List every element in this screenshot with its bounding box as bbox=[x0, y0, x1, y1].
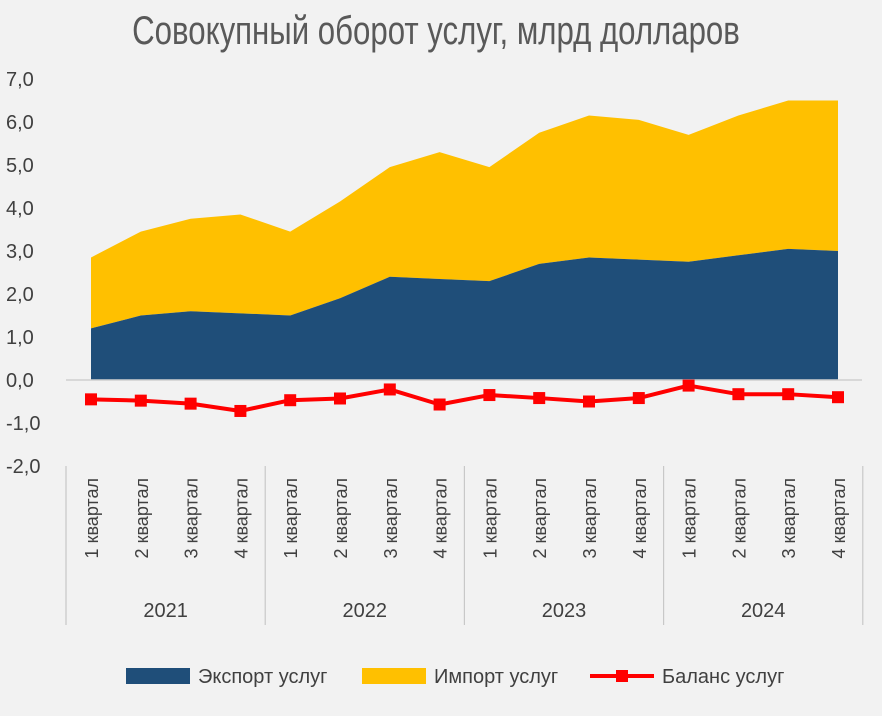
year-label: 2021 bbox=[143, 600, 188, 622]
x-tick-label: 1 квартал bbox=[680, 478, 700, 558]
legend-label-export: Экспорт услуг bbox=[198, 666, 327, 688]
x-tick-label: 4 квартал bbox=[829, 478, 849, 558]
x-tick-label: 4 квартал bbox=[431, 478, 451, 558]
plot-area bbox=[91, 100, 838, 380]
y-tick-label: 2,0 bbox=[6, 284, 34, 306]
x-tick-label: 2 квартал bbox=[132, 478, 152, 558]
chart-title: Совокупный оборот услуг, млрд долларов bbox=[132, 8, 740, 53]
y-tick-label: 0,0 bbox=[6, 370, 34, 392]
y-tick-label: -2,0 bbox=[6, 456, 40, 478]
balance-point bbox=[184, 397, 197, 410]
y-tick-label: 4,0 bbox=[6, 198, 34, 220]
x-axis: 1 квартал 2 квартал 3 квартал 4 квартал 1 кв… bbox=[65, 466, 864, 625]
y-tick-label: 6,0 bbox=[6, 112, 34, 134]
year-label: 2024 bbox=[741, 600, 786, 622]
y-tick-label: -1,0 bbox=[6, 413, 40, 435]
legend-swatch-import bbox=[362, 668, 426, 684]
year-label: 2023 bbox=[542, 600, 587, 622]
balance-point bbox=[732, 388, 745, 401]
legend-marker-balance bbox=[616, 670, 628, 682]
y-tick-label: 1,0 bbox=[6, 327, 34, 349]
x-tick-label: 3 квартал bbox=[580, 478, 600, 558]
x-tick-label: 1 квартал bbox=[281, 478, 301, 558]
balance-point bbox=[134, 394, 147, 407]
balance-point bbox=[383, 383, 396, 396]
import-area bbox=[91, 100, 838, 329]
x-tick-label: 4 квартал bbox=[630, 478, 650, 558]
balance-point bbox=[433, 398, 446, 411]
balance-point bbox=[832, 391, 844, 404]
legend-swatch-export bbox=[126, 668, 190, 684]
balance-point bbox=[483, 389, 496, 402]
balance-line bbox=[85, 379, 844, 417]
x-tick-label: 1 квартал bbox=[82, 478, 102, 558]
balance-point bbox=[682, 379, 695, 392]
y-axis: 7,0 6,0 5,0 4,0 3,0 2,0 1,0 0,0 -1,0 -2,0 bbox=[6, 69, 40, 478]
x-tick-label: 2 квартал bbox=[530, 478, 550, 558]
y-tick-label: 3,0 bbox=[6, 241, 34, 263]
balance-series-line bbox=[90, 383, 839, 413]
x-tick-label: 3 квартал bbox=[381, 478, 401, 558]
balance-point bbox=[583, 395, 595, 408]
year-label: 2022 bbox=[343, 600, 388, 622]
x-tick-label: 3 квартал bbox=[779, 478, 799, 558]
x-tick-label: 2 квартал bbox=[331, 478, 351, 558]
balance-point bbox=[782, 388, 795, 401]
x-tick-label: 3 квартал bbox=[182, 478, 202, 558]
y-tick-label: 7,0 bbox=[6, 69, 34, 91]
balance-point bbox=[533, 392, 546, 405]
legend-label-import: Импорт услуг bbox=[434, 666, 558, 688]
balance-point bbox=[632, 392, 645, 405]
legend-label-balance: Баланс услуг bbox=[662, 666, 784, 688]
y-tick-label: 5,0 bbox=[6, 155, 34, 177]
balance-point bbox=[284, 394, 297, 407]
x-tick-label: 1 квартал bbox=[480, 478, 500, 558]
x-tick-label: 4 квартал bbox=[231, 478, 251, 558]
export-area bbox=[91, 248, 838, 380]
balance-point bbox=[334, 392, 346, 405]
legend: Экспорт услуг Импорт услуг Баланс услуг bbox=[126, 666, 784, 688]
balance-point bbox=[85, 393, 97, 406]
balance-point bbox=[234, 404, 247, 417]
x-tick-label: 2 квартал bbox=[729, 478, 749, 558]
